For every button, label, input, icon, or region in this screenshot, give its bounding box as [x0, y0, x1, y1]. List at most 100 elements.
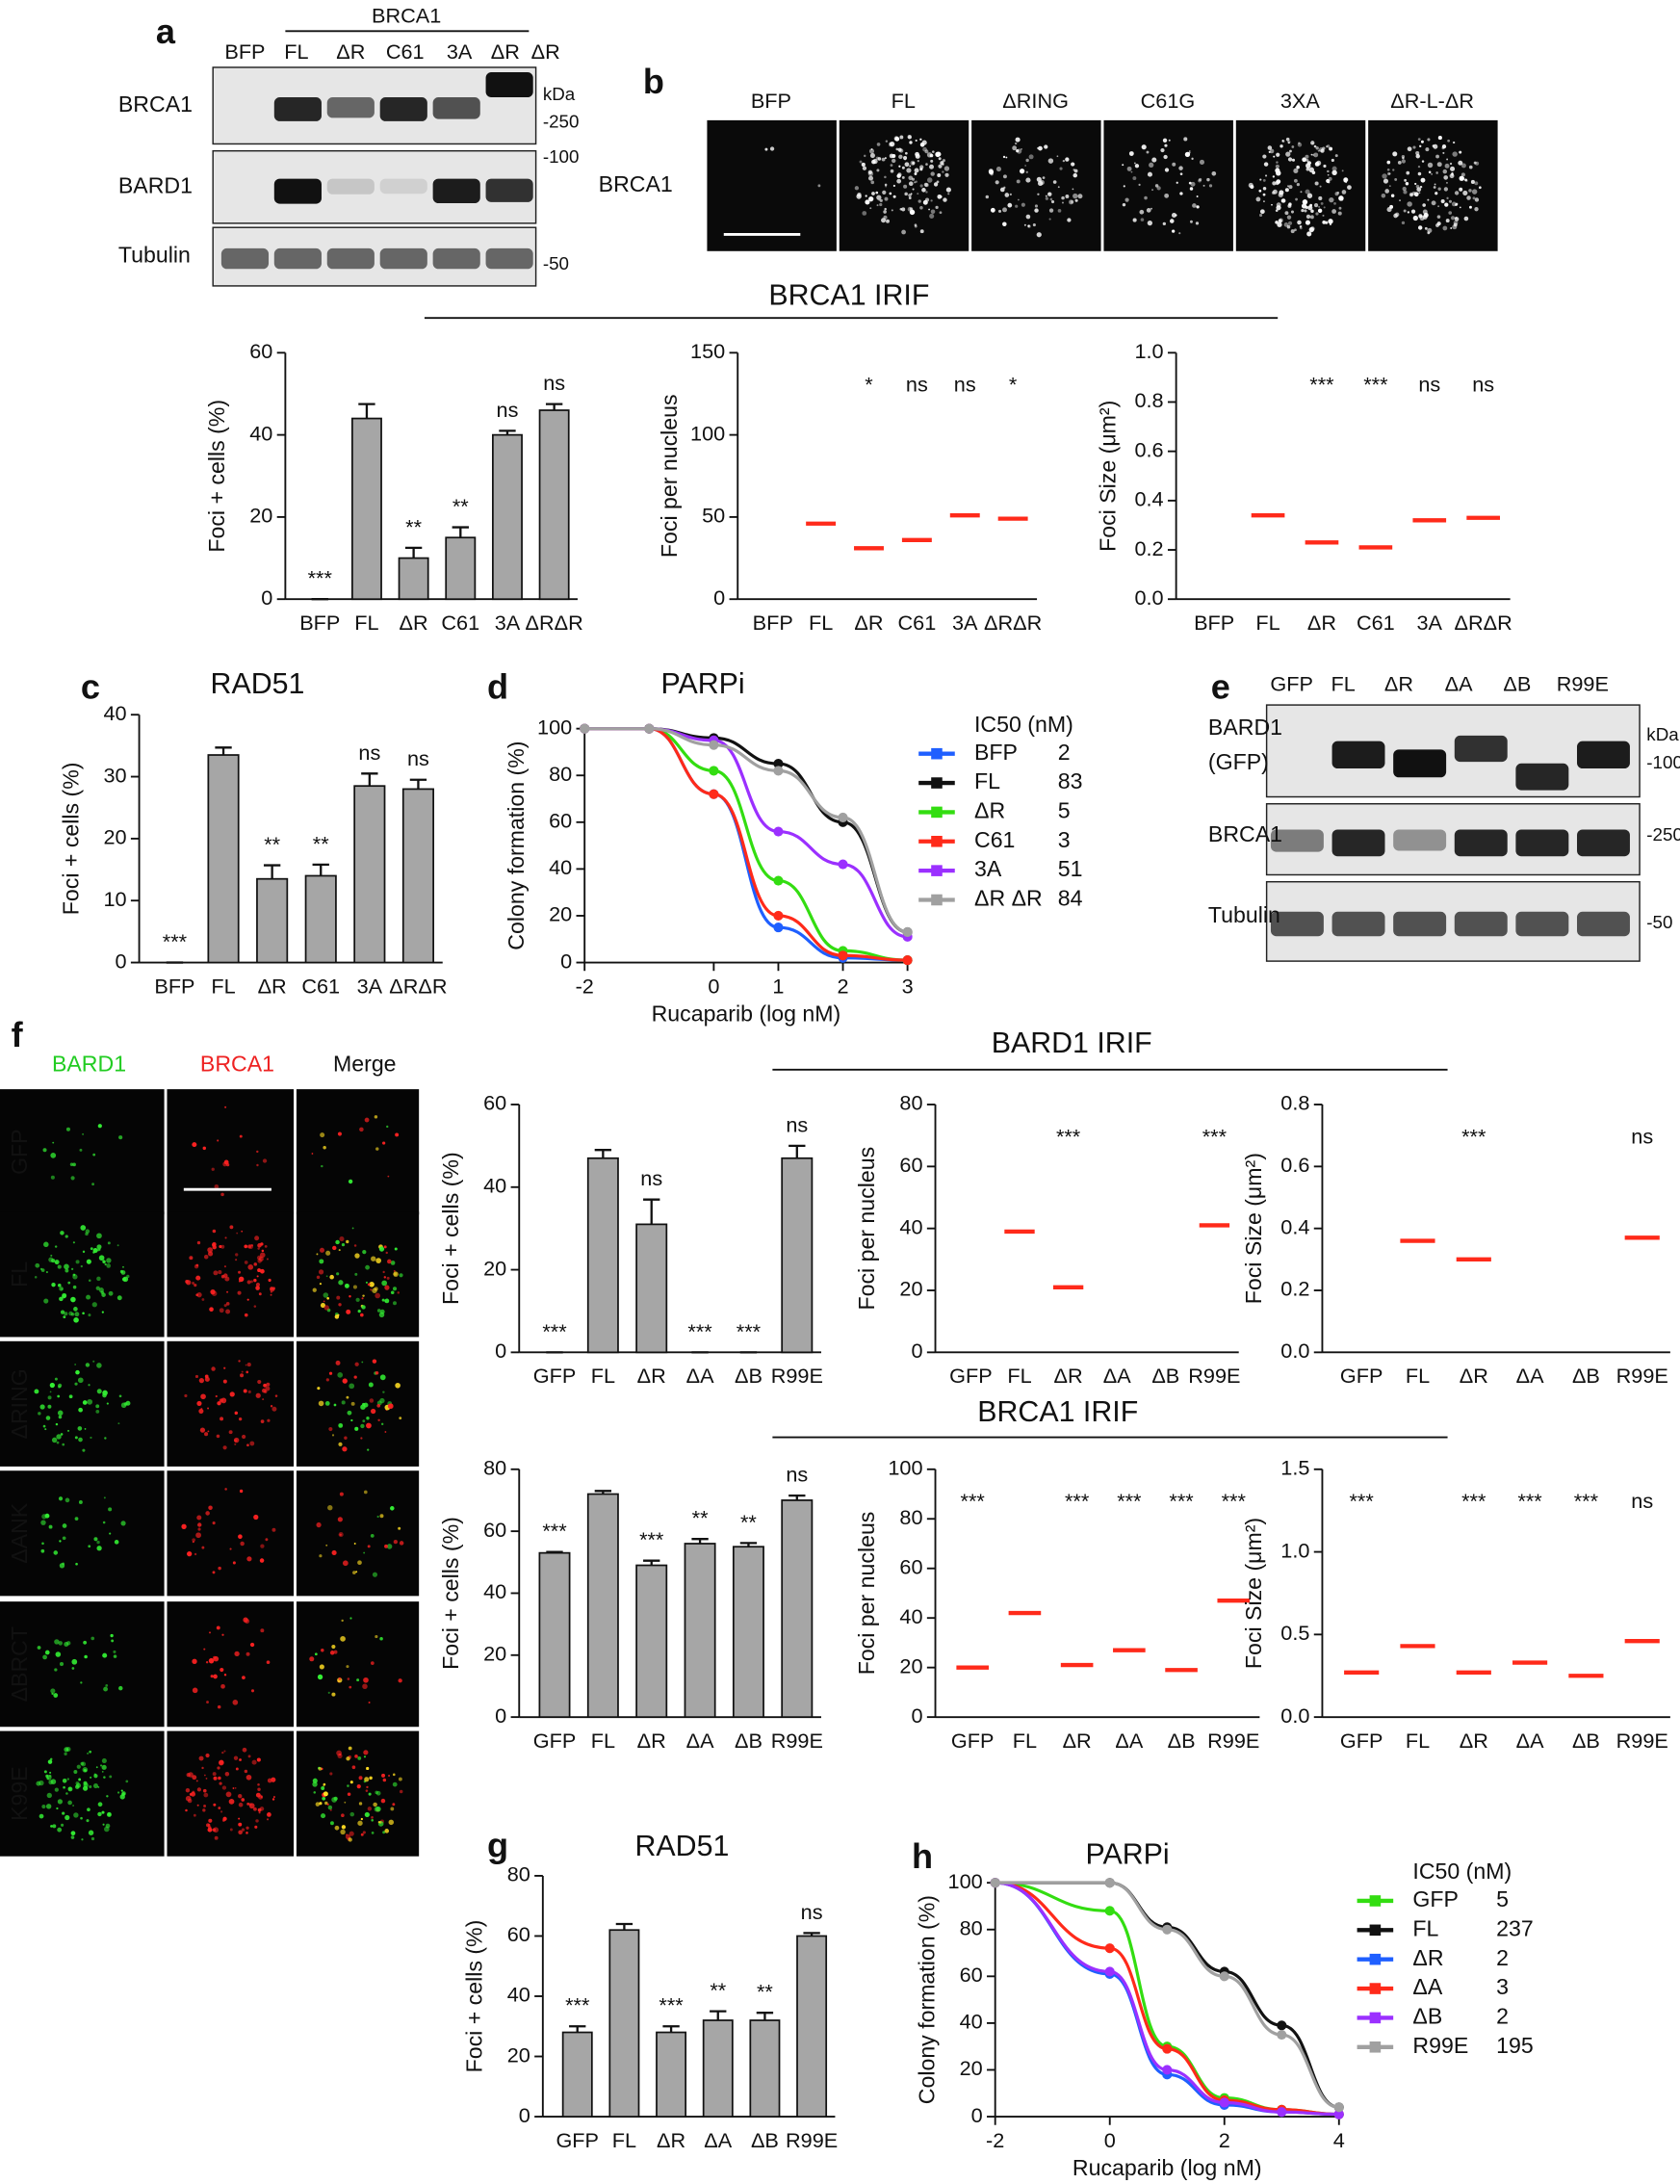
speckle [237, 1290, 242, 1295]
speckle [945, 187, 951, 193]
speckle [1176, 181, 1178, 184]
speckle [247, 1390, 251, 1393]
speckle [1344, 177, 1347, 181]
speckle [943, 166, 950, 171]
speckle [312, 1781, 318, 1787]
speckle [1433, 143, 1438, 149]
speckle [255, 1286, 260, 1290]
band [273, 97, 322, 121]
speckle [40, 1548, 45, 1553]
speckle [253, 1278, 257, 1283]
speckle [375, 1806, 381, 1812]
speckle [1450, 227, 1453, 229]
speckle [906, 168, 912, 173]
y-tick-label: 60 [960, 1963, 983, 1987]
speckle [1445, 219, 1450, 223]
speckle [1296, 165, 1300, 169]
speckle [221, 1751, 224, 1755]
speckle [1417, 165, 1421, 169]
speckle [1061, 201, 1064, 204]
speckle [891, 158, 896, 164]
significance: *** [1574, 1489, 1599, 1513]
micrograph [167, 1470, 295, 1597]
speckle [70, 1267, 74, 1271]
speckle [924, 149, 929, 154]
speckle [1382, 173, 1387, 179]
panel-label: e [1211, 667, 1230, 707]
speckle [88, 1384, 90, 1387]
micrograph [0, 1089, 165, 1215]
speckle [103, 1686, 109, 1692]
speckle [930, 209, 936, 215]
speckle [1285, 137, 1290, 142]
speckle [101, 1757, 107, 1764]
significance: *** [308, 566, 333, 590]
y-tick-label: 20 [899, 1653, 922, 1677]
speckle [74, 1436, 78, 1440]
speckle [1262, 187, 1267, 191]
ic50-value: 84 [1058, 886, 1083, 911]
speckle [1328, 176, 1332, 181]
speckle [49, 1771, 52, 1774]
speckle [78, 1437, 83, 1443]
speckle [82, 1448, 86, 1452]
speckle [257, 1268, 262, 1273]
x-tick-label: ΔR [637, 1364, 666, 1388]
speckle [100, 1764, 103, 1767]
speckle [1464, 178, 1467, 182]
x-tick-label: R99E [771, 1729, 823, 1753]
band [1454, 735, 1508, 763]
speckle [1028, 154, 1034, 160]
speckle [196, 1291, 202, 1298]
speckle [198, 1755, 204, 1761]
x-tick-label: 0 [708, 974, 719, 998]
speckle [257, 1379, 262, 1385]
speckle [1386, 160, 1391, 165]
speckle [1287, 185, 1289, 188]
speckle [1428, 170, 1432, 174]
speckle [82, 1312, 85, 1315]
speckle [1306, 231, 1312, 237]
speckle [67, 1800, 72, 1806]
speckle [1048, 192, 1050, 195]
speckle [1322, 214, 1325, 217]
speckle [1146, 208, 1151, 213]
speckle [336, 1295, 341, 1300]
speckle [1024, 165, 1027, 167]
y-tick-label: 30 [103, 763, 126, 787]
x-tick-label: ΔA [1103, 1364, 1131, 1388]
speckle [347, 1792, 351, 1797]
speckle [1025, 214, 1031, 220]
x-tick-label: BFP [1194, 611, 1234, 635]
x-tick-label: GFP [951, 1729, 995, 1753]
speckle [321, 1649, 324, 1652]
speckle [1329, 146, 1333, 151]
speckle [1462, 190, 1468, 196]
x-tick-label: FL [1406, 1364, 1430, 1388]
speckle [1025, 177, 1031, 183]
speckle [261, 1249, 265, 1253]
speckle [898, 154, 903, 160]
blot-row-label: BARD1 [1208, 715, 1282, 740]
speckle [73, 1812, 79, 1818]
blot-row-label: Tubulin [1208, 902, 1280, 927]
speckle [1163, 154, 1168, 160]
speckle [1263, 200, 1265, 203]
bar [635, 1564, 668, 1719]
speckle [1381, 193, 1386, 198]
speckle [1276, 205, 1281, 211]
speckle [325, 1250, 331, 1256]
speckle [232, 1787, 235, 1789]
speckle [399, 1417, 402, 1420]
bar [732, 1546, 764, 1719]
speckle [46, 1792, 52, 1799]
bar [353, 785, 386, 964]
legend-marker [931, 747, 943, 760]
speckle [1067, 218, 1072, 222]
speckle [309, 1656, 315, 1662]
speckle [1262, 178, 1266, 182]
band [1454, 829, 1508, 857]
speckle [120, 1270, 126, 1275]
speckle [43, 1241, 49, 1248]
